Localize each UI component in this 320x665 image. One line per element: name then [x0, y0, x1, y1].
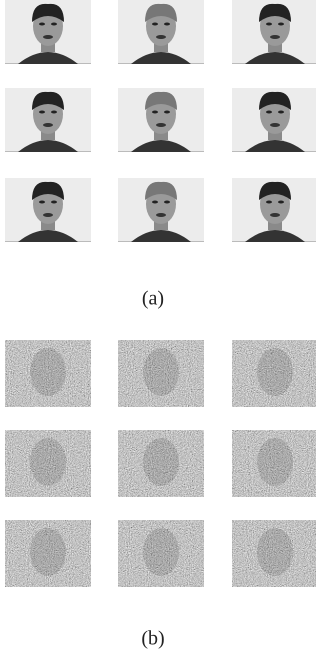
noise-image — [232, 340, 316, 407]
face-image — [232, 0, 316, 64]
faint-face — [257, 528, 293, 576]
eye — [278, 111, 284, 114]
eye — [152, 23, 158, 26]
face-image — [118, 88, 204, 152]
face-image — [5, 0, 91, 64]
faint-face — [143, 348, 179, 396]
eye — [152, 201, 158, 204]
faint-face — [143, 528, 179, 576]
eye — [266, 201, 272, 204]
noise-image — [118, 520, 204, 587]
mouth — [270, 35, 280, 39]
eye — [164, 201, 170, 204]
noise-image — [118, 430, 204, 497]
face-image — [118, 0, 204, 64]
faint-face — [257, 438, 293, 486]
eye — [152, 111, 158, 114]
figure: (a) (b) — [0, 0, 316, 665]
noise-image — [232, 430, 316, 497]
face-image — [5, 88, 91, 152]
mouth — [156, 123, 166, 127]
face-image — [232, 178, 316, 242]
eye — [39, 201, 45, 204]
mouth — [43, 123, 53, 127]
noise-image — [5, 430, 91, 497]
noise-image — [118, 340, 204, 407]
face-grid — [5, 0, 316, 242]
faint-face — [30, 438, 66, 486]
eye — [266, 111, 272, 114]
faint-face — [30, 528, 66, 576]
eye — [51, 23, 57, 26]
noise-image — [232, 520, 316, 587]
noise-grid — [5, 340, 316, 587]
eye — [164, 23, 170, 26]
noise-image — [5, 340, 91, 407]
eye — [51, 201, 57, 204]
mouth — [270, 123, 280, 127]
face-image — [5, 178, 91, 242]
faint-face — [143, 438, 179, 486]
face-image — [118, 178, 204, 242]
eye — [39, 23, 45, 26]
faint-face — [30, 348, 66, 396]
mouth — [270, 213, 280, 217]
mouth — [156, 35, 166, 39]
eye — [39, 111, 45, 114]
noise-image — [5, 520, 91, 587]
panel-caption: (b) — [141, 628, 164, 650]
mouth — [43, 35, 53, 39]
page: (a) (b) (() => { const data = JSON.parse… — [0, 0, 316, 665]
mouth — [43, 213, 53, 217]
eye — [164, 111, 170, 114]
eye — [278, 201, 284, 204]
eye — [51, 111, 57, 114]
eye — [278, 23, 284, 26]
mouth — [156, 213, 166, 217]
faint-face — [257, 348, 293, 396]
face-image — [232, 88, 316, 152]
eye — [266, 23, 272, 26]
panel-caption: (a) — [142, 288, 164, 310]
